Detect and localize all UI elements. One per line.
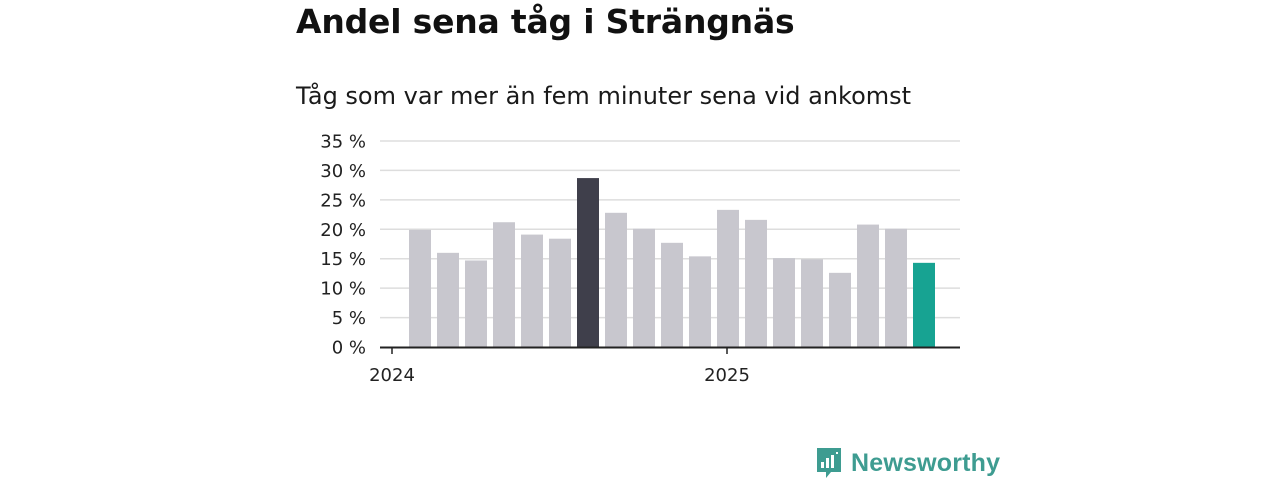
bar: [633, 228, 655, 347]
bar: [885, 228, 907, 347]
bar: [913, 262, 935, 347]
bar: [521, 234, 543, 347]
bar: [689, 256, 711, 347]
bar: [857, 224, 879, 347]
bar: [745, 219, 767, 347]
y-tick-label: 30 %: [320, 161, 366, 182]
y-tick-label: 15 %: [320, 249, 366, 270]
bar: [577, 178, 599, 347]
bar: [717, 209, 739, 347]
bars: [409, 178, 935, 347]
y-axis-tick-labels: 0 % 5 % 10 % 15 % 20 % 25 % 30 % 35 %: [320, 132, 366, 359]
chart-subtitle: Tåg som var mer än fem minuter sena vid …: [296, 82, 912, 110]
x-axis-ticks: 2024 2025: [369, 347, 750, 386]
bar: [549, 238, 571, 347]
y-tick-label: 5 %: [332, 308, 366, 329]
bar: [409, 229, 431, 347]
newsworthy-logo: Newsworthy: [815, 446, 1000, 480]
y-tick-label: 0 %: [332, 338, 366, 359]
bar: [773, 258, 795, 347]
newsworthy-logo-icon: [817, 448, 841, 478]
bar: [661, 242, 683, 347]
bar: [493, 222, 515, 347]
bar: [465, 260, 487, 347]
bar: [801, 259, 823, 347]
y-tick-label: 10 %: [320, 279, 366, 300]
bar: [437, 252, 459, 347]
bar: [605, 212, 627, 347]
y-tick-label: 20 %: [320, 220, 366, 241]
y-tick-label: 25 %: [320, 190, 366, 211]
x-tick-label: 2025: [704, 365, 750, 386]
y-tick-label: 35 %: [320, 132, 366, 153]
x-tick-label: 2024: [369, 365, 415, 386]
chart-title: Andel sena tåg i Strängnäs: [296, 2, 795, 41]
newsworthy-logo-text: Newsworthy: [851, 448, 1001, 477]
bar: [829, 272, 851, 347]
